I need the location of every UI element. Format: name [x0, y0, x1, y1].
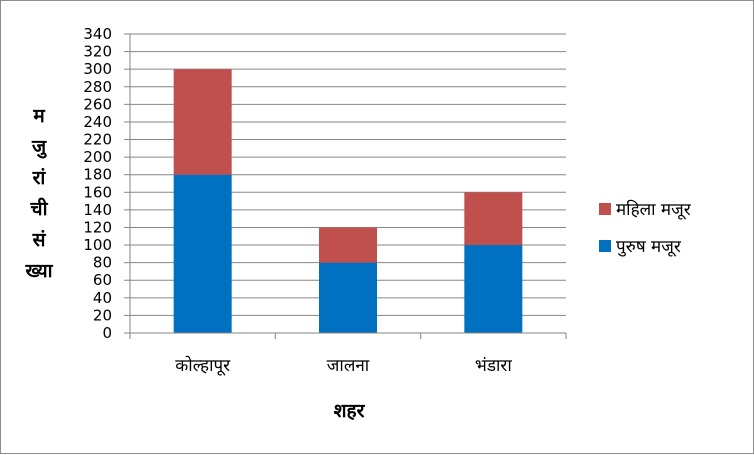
axes	[129, 34, 567, 339]
y-tick-label: 240	[83, 113, 112, 131]
bar-segment-male	[319, 262, 377, 333]
y-tick-label: 180	[83, 166, 112, 184]
y-tick-labels: 0204060801001201401601802002202402602803…	[83, 25, 130, 342]
bar-segment-male	[173, 174, 232, 333]
y-tick-label: 20	[93, 306, 112, 324]
y-axis-title-part: सं	[32, 229, 47, 251]
y-tick-label: 80	[93, 254, 112, 272]
x-category-label: जालना	[327, 356, 370, 376]
bars	[173, 69, 523, 333]
y-tick-label: 100	[83, 236, 112, 254]
legend-label: महिला मजूर	[616, 199, 692, 220]
bar-segment-male	[464, 245, 523, 333]
y-tick-label: 140	[83, 201, 112, 219]
y-axis-title-part: ख्या	[24, 260, 53, 282]
y-tick-label: 220	[83, 131, 112, 149]
legend-swatch	[599, 203, 611, 215]
y-tick-label: 260	[83, 95, 112, 113]
bar-segment-female	[464, 192, 523, 246]
y-axis-title-part: जु	[31, 136, 47, 159]
x-category-labels: कोल्हापूर जालना भंडारा	[175, 355, 512, 376]
x-axis-title: शहर	[334, 400, 366, 422]
y-tick-label: 120	[83, 218, 112, 236]
x-category-label: भंडारा	[475, 356, 512, 376]
y-axis-title-part: म	[32, 105, 45, 127]
y-tick-label: 40	[93, 289, 112, 307]
legend: महिला मजूर पुरुष मजूर	[599, 199, 692, 257]
y-tick-label: 340	[83, 25, 112, 43]
y-tick-label: 300	[83, 60, 112, 78]
y-axis-title-part: रां	[32, 167, 47, 189]
y-tick-label: 0	[102, 324, 112, 342]
legend-label: पुरुष मजूर	[616, 237, 682, 257]
y-tick-label: 200	[83, 148, 112, 166]
y-axis-title: म जु रां ची सं ख्या	[24, 105, 53, 282]
y-tick-label: 320	[83, 43, 112, 61]
y-tick-label: 280	[83, 78, 112, 96]
legend-swatch	[599, 240, 611, 252]
x-category-label: कोल्हापूर	[175, 355, 231, 376]
bar-segment-female	[319, 227, 377, 263]
y-tick-label: 60	[93, 271, 112, 289]
y-tick-label: 160	[83, 183, 112, 201]
bar-segment-female	[173, 69, 232, 175]
y-axis-title-part: ची	[30, 197, 49, 220]
